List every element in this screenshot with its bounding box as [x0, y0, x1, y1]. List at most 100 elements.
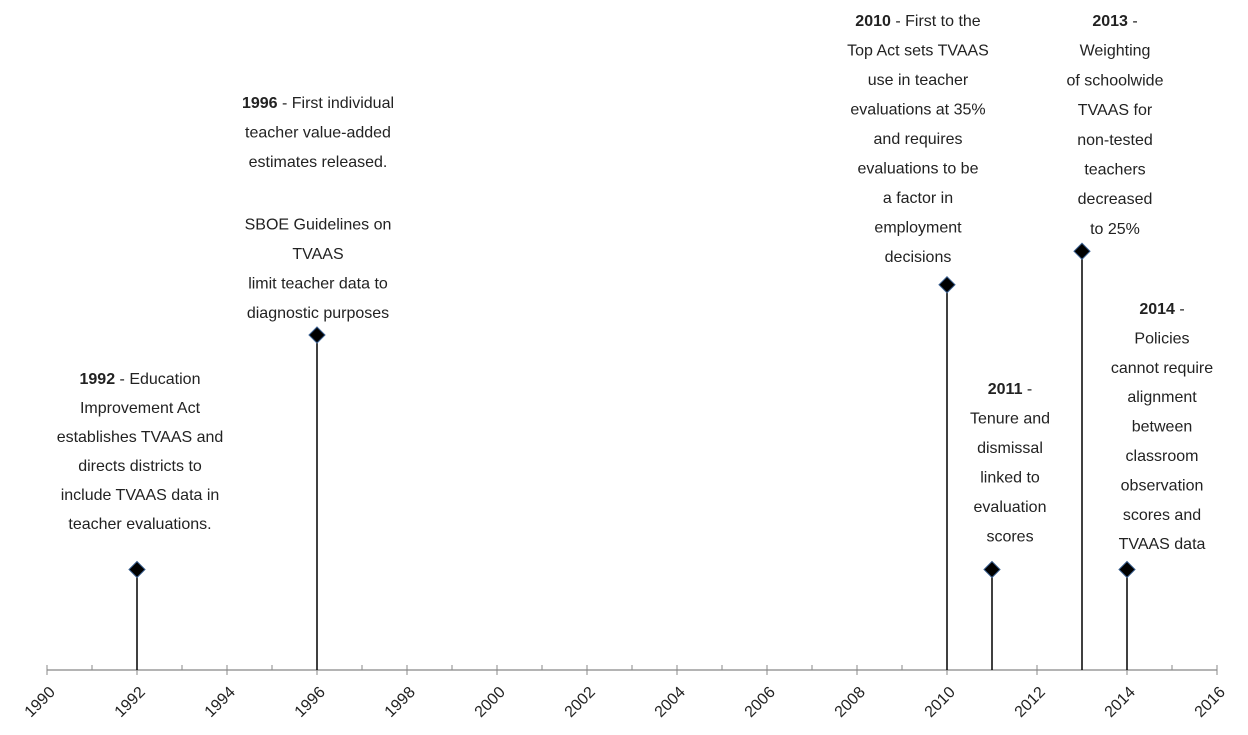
annotation-line: classroom — [1126, 448, 1199, 465]
annotation-text: TVAAS — [292, 246, 343, 263]
annotation-line: to 25% — [1090, 221, 1140, 238]
annotation-line: limit teacher data to — [248, 276, 388, 293]
annotation-text: Tenure and — [970, 411, 1050, 428]
annotation-text: classroom — [1126, 448, 1199, 465]
annotation-line: decisions — [885, 249, 952, 266]
annotation-line: teachers — [1084, 162, 1145, 179]
x-tick-label: 2004 — [652, 684, 689, 721]
annotation-year: 1992 — [80, 371, 116, 388]
annotation-line: decreased — [1078, 191, 1153, 208]
annotation-text: employment — [874, 220, 962, 237]
x-tick-label: 2008 — [832, 684, 869, 721]
marker — [983, 560, 1001, 579]
annotation-text: Weighting — [1080, 43, 1151, 60]
annotation-text: - First individual — [278, 95, 394, 112]
annotation-text: estimates released. — [249, 154, 388, 171]
annotation-text: scores and — [1123, 507, 1201, 524]
marker — [128, 560, 146, 579]
annotation-text: - First to the — [891, 13, 981, 30]
annotation-text: teacher value-added — [245, 125, 391, 142]
annotation-text: use in teacher — [868, 72, 969, 89]
x-tick-label: 1996 — [292, 684, 329, 721]
annotation-text: a factor in — [883, 190, 953, 207]
x-tick-label: 1990 — [22, 684, 59, 721]
x-tick-label: 2012 — [1012, 684, 1049, 721]
marker — [1118, 560, 1136, 579]
annotation-year: 2011 — [988, 381, 1023, 398]
annotation-text: scores — [986, 529, 1033, 546]
annotation-text: - — [1175, 301, 1185, 318]
annotation-text: evaluations at 35% — [850, 102, 985, 119]
annotation-text: include TVAAS data in — [61, 487, 220, 504]
annotation-text: - — [1022, 381, 1032, 398]
annotation-line: non-tested — [1077, 132, 1153, 149]
annotation-line: 1992 - Education — [80, 371, 201, 388]
annotation-line: 2013 - — [1092, 13, 1137, 30]
annotation-text: and requires — [874, 131, 963, 148]
annotation-year: 1996 — [242, 95, 278, 112]
annotation-line: Policies — [1134, 331, 1189, 348]
annotation-line: between — [1132, 419, 1193, 436]
annotation-text: evaluation — [974, 499, 1047, 516]
annotation-line: Tenure and — [970, 411, 1050, 428]
annotation-year: 2010 — [855, 13, 891, 30]
annotation-line: evaluations at 35% — [850, 102, 985, 119]
x-tick-label: 2000 — [472, 684, 509, 721]
annotation-line: TVAAS for — [1078, 102, 1153, 119]
annotation-text: - Education — [115, 371, 200, 388]
annotation-line: scores — [986, 529, 1033, 546]
annotation-text: to 25% — [1090, 221, 1140, 238]
annotation-text: dismissal — [977, 440, 1043, 457]
annotation-text: Top Act sets TVAAS — [847, 43, 989, 60]
annotation-line: TVAAS data — [1119, 536, 1206, 553]
annotation-text: diagnostic purposes — [247, 305, 389, 322]
marker — [308, 326, 326, 344]
annotation-line: cannot require — [1111, 360, 1213, 377]
annotation-line: directs districts to — [78, 458, 202, 475]
marker — [938, 276, 956, 294]
annotation-text: - — [1128, 13, 1138, 30]
annotation-line: linked to — [980, 470, 1040, 487]
annotation-text: SBOE Guidelines on — [245, 217, 392, 234]
x-tick-label: 2010 — [922, 684, 959, 721]
annotation-line: of schoolwide — [1067, 73, 1164, 90]
annotation-line: TVAAS — [292, 246, 343, 263]
annotation-text: TVAAS data — [1119, 536, 1206, 553]
annotation-text: TVAAS for — [1078, 102, 1153, 119]
annotation-line: teacher evaluations. — [68, 516, 211, 533]
annotation-text: evaluations to be — [858, 161, 979, 178]
annotation-text: of schoolwide — [1067, 73, 1164, 90]
annotation-line: 2011 - — [988, 381, 1033, 398]
annotation-text: Improvement Act — [80, 400, 201, 417]
annotation-text: establishes TVAAS and — [57, 429, 224, 446]
annotation-line: include TVAAS data in — [61, 487, 220, 504]
annotation-line: employment — [874, 220, 962, 237]
annotation-text: decisions — [885, 249, 952, 266]
annotation-text: linked to — [980, 470, 1040, 487]
annotation-line: observation — [1121, 478, 1204, 495]
annotation-text: between — [1132, 419, 1193, 436]
annotation-text: cannot require — [1111, 360, 1213, 377]
x-tick-label: 1992 — [112, 684, 149, 721]
annotation-line: estimates released. — [249, 154, 388, 171]
annotation-line: evaluations to be — [858, 161, 979, 178]
annotation-line: teacher value-added — [245, 125, 391, 142]
annotation-line: a factor in — [883, 190, 953, 207]
annotation-year: 2014 — [1139, 301, 1175, 318]
x-tick-label: 2014 — [1102, 684, 1139, 721]
annotation-text: limit teacher data to — [248, 276, 388, 293]
annotation-line: Improvement Act — [80, 400, 201, 417]
annotation-line: SBOE Guidelines on — [245, 217, 392, 234]
annotation-line: establishes TVAAS and — [57, 429, 224, 446]
annotation-line: diagnostic purposes — [247, 305, 389, 322]
annotation-line: 2014 - — [1139, 301, 1184, 318]
annotation-text: alignment — [1127, 389, 1197, 406]
annotation-line: 1996 - First individual — [242, 95, 394, 112]
annotation-line: alignment — [1127, 389, 1197, 406]
annotation-line: use in teacher — [868, 72, 969, 89]
x-tick-label: 2002 — [562, 684, 599, 721]
annotation-line: Weighting — [1080, 43, 1151, 60]
annotation-text: teacher evaluations. — [68, 516, 211, 533]
marker — [1073, 242, 1091, 260]
